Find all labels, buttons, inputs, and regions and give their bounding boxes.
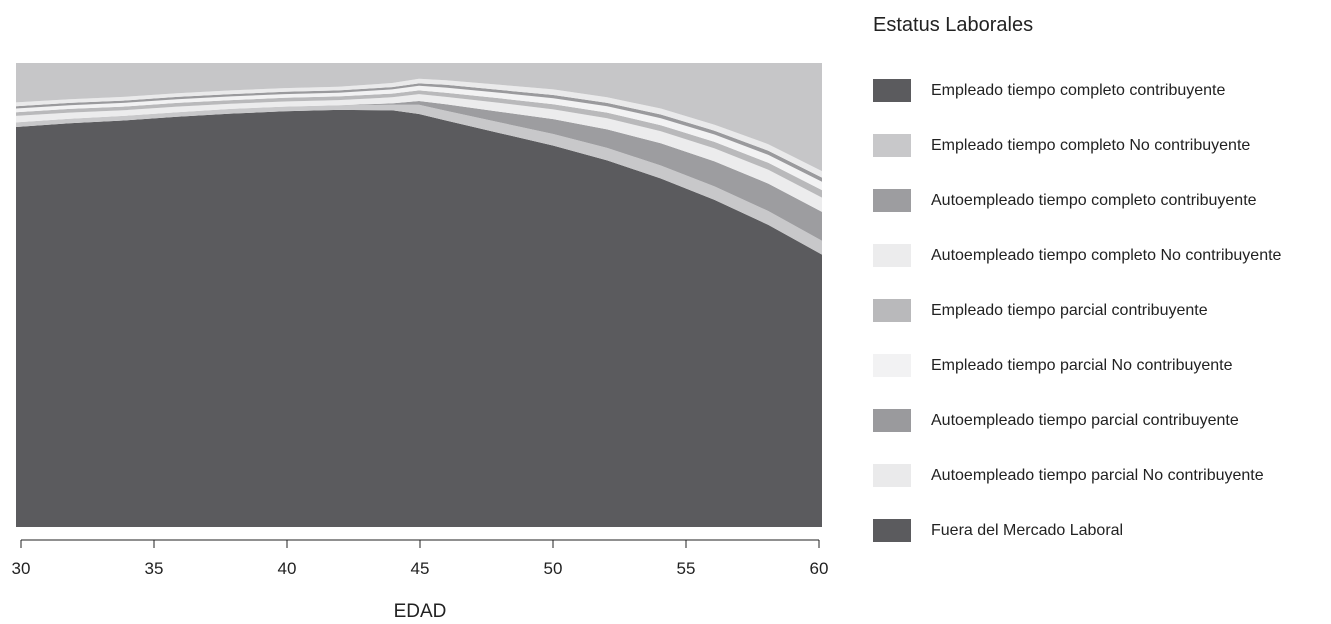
legend-label: Fuera del Mercado Laboral <box>931 521 1124 539</box>
x-ticks: 30 35 40 45 50 55 60 <box>12 540 829 578</box>
legend-label: Empleado tiempo parcial No contribuyente <box>931 356 1233 374</box>
x-tick-label: 60 <box>810 559 829 578</box>
legend-swatch <box>873 519 911 542</box>
area-series <box>16 83 822 182</box>
legend-item: Autoempleado tiempo completo contribuyen… <box>873 173 1328 228</box>
legend: Estatus Laborales Empleado tiempo comple… <box>873 10 1328 558</box>
legend-label: Empleado tiempo completo No contribuyent… <box>931 136 1251 154</box>
x-tick-label: 40 <box>278 559 297 578</box>
legend-item: Autoempleado tiempo parcial contribuyent… <box>873 393 1328 448</box>
legend-label: Autoempleado tiempo completo No contribu… <box>931 246 1282 264</box>
legend-swatch <box>873 134 911 157</box>
area-series <box>16 104 822 255</box>
x-tick-label: 55 <box>677 559 696 578</box>
legend-swatch <box>873 189 911 212</box>
x-tick-label: 30 <box>12 559 31 578</box>
area-series <box>16 109 822 528</box>
area-series <box>16 78 822 178</box>
legend-swatch <box>873 244 911 267</box>
x-axis: 30 35 40 45 50 55 60 <box>12 539 829 578</box>
legend-swatch <box>873 464 911 487</box>
area-series <box>16 85 822 191</box>
legend-item: Empleado tiempo completo contribuyente <box>873 63 1328 118</box>
legend-item: Empleado tiempo parcial contribuyente <box>873 283 1328 338</box>
x-tick-label: 45 <box>411 559 430 578</box>
legend-label: Empleado tiempo completo contribuyente <box>931 81 1226 99</box>
legend-swatch <box>873 409 911 432</box>
legend-swatch <box>873 79 911 102</box>
x-tick-label: 50 <box>544 559 563 578</box>
legend-label: Empleado tiempo parcial contribuyente <box>931 301 1208 319</box>
area-series <box>16 63 822 172</box>
x-axis-title: EDAD <box>394 601 447 622</box>
legend-item: Autoempleado tiempo parcial No contribuy… <box>873 448 1328 503</box>
x-tick-label: 35 <box>145 559 164 578</box>
area-series <box>16 94 822 212</box>
legend-label: Autoempleado tiempo parcial contribuyent… <box>931 411 1239 429</box>
legend-item: Empleado tiempo parcial No contribuyente <box>873 338 1328 393</box>
legend-item: Autoempleado tiempo completo No contribu… <box>873 228 1328 283</box>
legend-label: Autoempleado tiempo completo contribuyen… <box>931 191 1257 209</box>
stacked-area-chart: 30 35 40 45 50 55 60 EDAD <box>12 63 829 622</box>
legend-item: Fuera del Mercado Laboral <box>873 503 1328 558</box>
area-series <box>16 101 822 241</box>
legend-label: Autoempleado tiempo parcial No contribuy… <box>931 466 1264 484</box>
area-series <box>16 90 822 198</box>
legend-item: Empleado tiempo completo No contribuyent… <box>873 118 1328 173</box>
legend-swatch <box>873 299 911 322</box>
legend-swatch <box>873 354 911 377</box>
area-layers <box>16 63 822 528</box>
legend-title: Estatus Laborales <box>873 14 1034 36</box>
